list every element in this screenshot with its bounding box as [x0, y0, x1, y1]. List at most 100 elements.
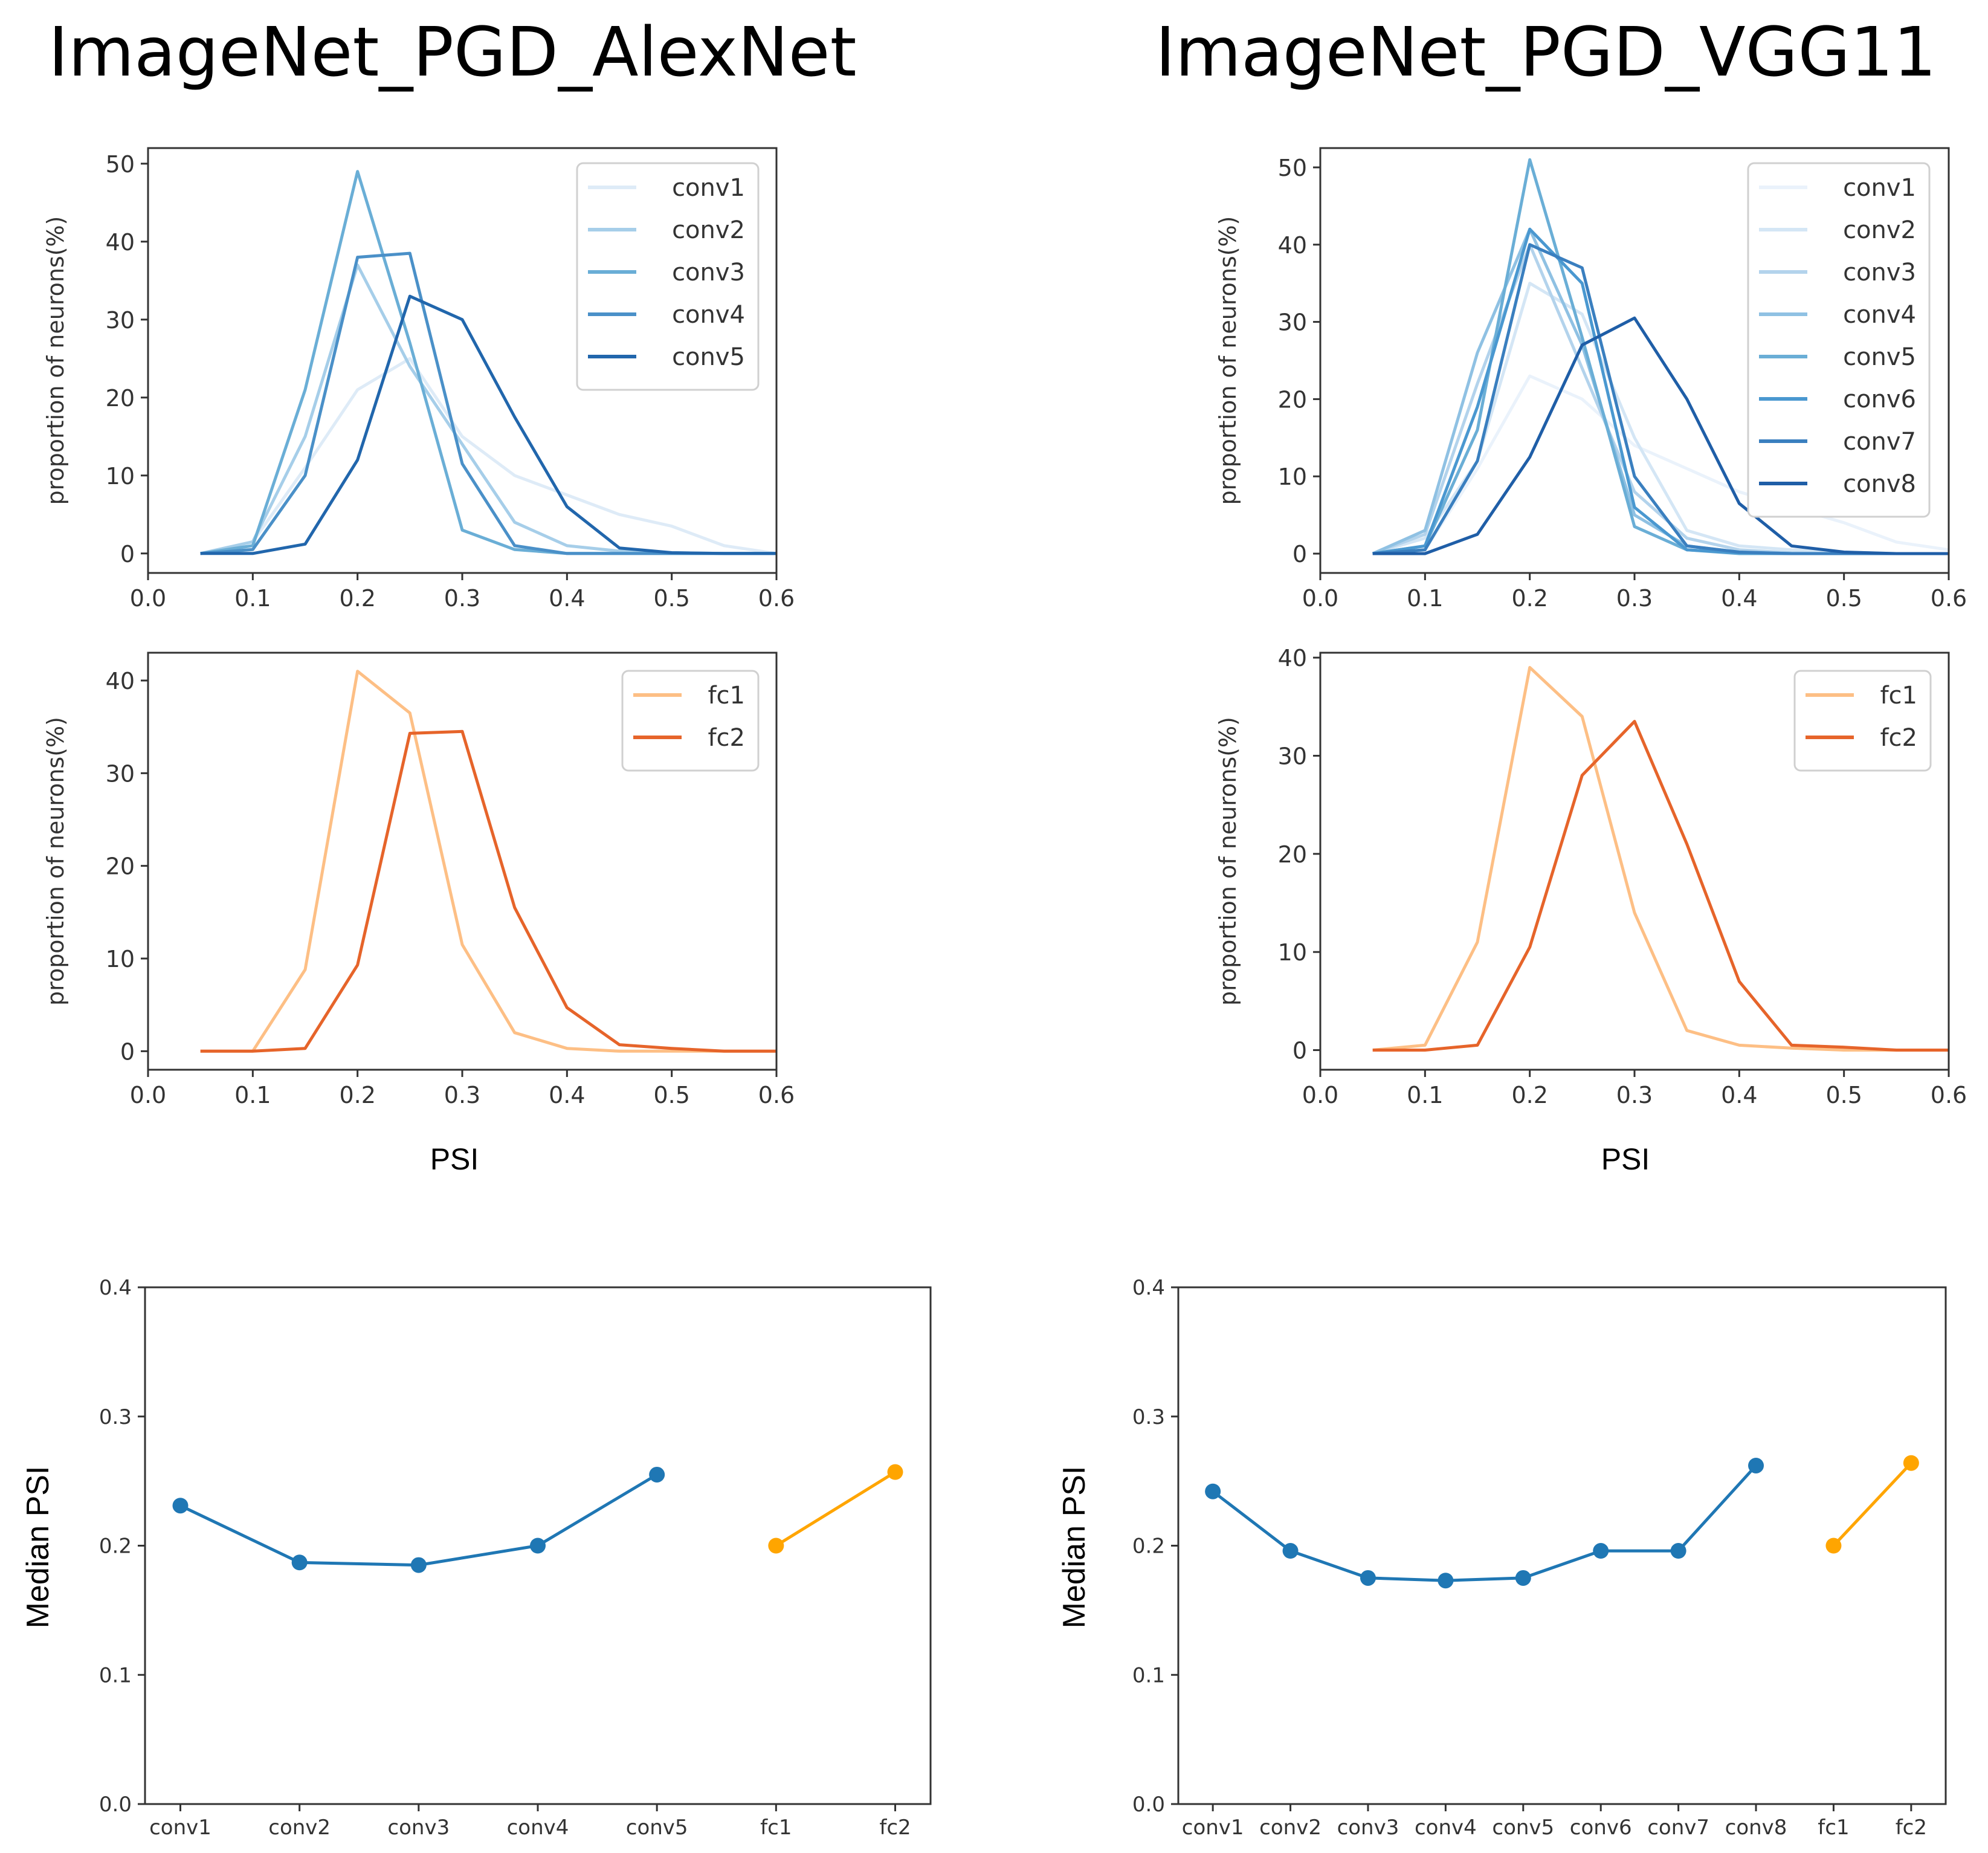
- alex_fc-xtick-label-0.6: 0.6: [758, 1082, 795, 1108]
- vgg_fc-ytick-label-0: 0: [1293, 1038, 1307, 1064]
- alex_median-xtick-label-conv2: conv2: [268, 1816, 331, 1840]
- alex_median-xtick-label-conv3: conv3: [387, 1816, 450, 1840]
- vgg_conv-ytick-label-10: 10: [1278, 464, 1307, 490]
- vgg_conv-ytick-label-20: 20: [1278, 386, 1307, 413]
- alex_conv-ytick-label-20: 20: [106, 385, 135, 412]
- vgg_median-xtick-label-fc1: fc1: [1818, 1816, 1849, 1840]
- alex_median-point-fc2: [887, 1464, 903, 1480]
- vgg_median-point-conv5: [1515, 1570, 1531, 1586]
- alex_conv-legend-label-conv2: conv2: [672, 216, 745, 244]
- vgg_fc-line-fc2: [1372, 720, 1949, 1052]
- alex_conv-legend-label-conv1: conv1: [672, 174, 745, 202]
- vgg_median-point-conv4: [1438, 1573, 1454, 1589]
- vgg_median-point-conv8: [1748, 1457, 1764, 1473]
- vgg_fc-legend-label-fc1: fc1: [1880, 682, 1917, 710]
- alex_conv-legend-label-conv5: conv5: [672, 343, 745, 371]
- alex_median-ytick-label-0.3: 0.3: [99, 1405, 132, 1429]
- vgg_fc-xtick-label-0.6: 0.6: [1931, 1082, 1967, 1108]
- vgg_conv-line-conv8: [1372, 316, 1949, 555]
- vgg_conv-xtick-label-0.1: 0.1: [1407, 585, 1443, 612]
- vgg_median-point-conv6: [1593, 1543, 1609, 1559]
- vgg_median-xtick-label-conv1: conv1: [1182, 1816, 1244, 1840]
- alex_fc-ytick-label-30: 30: [106, 760, 135, 787]
- vgg_median-ytick-label-0.4: 0.4: [1132, 1276, 1165, 1300]
- vgg_conv-xtick-label-0.6: 0.6: [1931, 585, 1967, 612]
- vgg_median-series-1-line: [1832, 1461, 1912, 1547]
- vgg_fc-xtick-label-0.3: 0.3: [1616, 1082, 1653, 1108]
- vgg_conv-legend-label-conv7: conv7: [1843, 428, 1916, 456]
- alex_conv-legend-box: [576, 162, 760, 391]
- alex_conv-xtick-label-0.5: 0.5: [653, 585, 689, 612]
- alex_conv-ytick-label-10: 10: [106, 463, 135, 490]
- vgg_median-xtick-label-conv7: conv7: [1647, 1816, 1709, 1840]
- vgg_median-xtick-label-fc2: fc2: [1896, 1816, 1927, 1840]
- vgg_conv-ytick-label-50: 50: [1278, 155, 1307, 181]
- alex_conv-ytick-label-50: 50: [106, 151, 135, 178]
- vgg_fc-ytick-label-30: 30: [1278, 743, 1307, 769]
- alex_median-point-conv4: [530, 1538, 546, 1554]
- alex_fc-ytick-label-0: 0: [120, 1038, 135, 1065]
- vgg_conv-ytick-label-30: 30: [1278, 309, 1307, 336]
- vgg_fc-xlabel: PSI: [1601, 1142, 1650, 1176]
- alex_fc-xtick-label-0.5: 0.5: [653, 1082, 689, 1108]
- vgg_conv-legend-label-conv6: conv6: [1843, 386, 1916, 413]
- vgg_conv-legend-label-conv8: conv8: [1843, 470, 1916, 498]
- vgg_conv-legend-label-conv1: conv1: [1843, 174, 1916, 202]
- vgg_median-ytick-label-0.3: 0.3: [1132, 1405, 1165, 1429]
- alex_conv-line-conv5: [200, 294, 776, 555]
- vgg_conv-xtick-label-0.2: 0.2: [1511, 585, 1547, 612]
- vgg_fc-line-fc1: [1372, 665, 1949, 1052]
- vgg_fc-xtick-label-0.4: 0.4: [1721, 1082, 1757, 1108]
- vgg_fc-ytick-label-20: 20: [1278, 841, 1307, 868]
- vgg_fc-xtick-label-0.1: 0.1: [1407, 1082, 1443, 1108]
- alex_median-series-1-line: [775, 1470, 896, 1547]
- vgg_median-xtick-label-conv3: conv3: [1337, 1816, 1399, 1840]
- alex_median-ytick-label-0.1: 0.1: [99, 1663, 132, 1687]
- vgg_median-ytick-label-0.2: 0.2: [1132, 1534, 1165, 1559]
- vgg_conv-ylabel: proportion of neurons(%): [1215, 216, 1241, 505]
- vgg_median-point-conv3: [1360, 1570, 1376, 1586]
- vgg_fc-ylabel: proportion of neurons(%): [1215, 717, 1241, 1006]
- alex_median-xtick-label-conv5: conv5: [626, 1816, 688, 1840]
- alex_median-point-conv2: [291, 1554, 308, 1571]
- alex_median-series-0-line: [179, 1473, 658, 1567]
- vgg_median-series-0-line: [1212, 1464, 1757, 1582]
- vgg_fc-ytick-label-40: 40: [1278, 645, 1307, 671]
- vgg_median-xtick-label-conv8: conv8: [1725, 1816, 1787, 1840]
- vgg_median-point-conv2: [1282, 1543, 1299, 1559]
- vgg_conv-legend-label-conv3: conv3: [1843, 259, 1916, 286]
- vgg_median-ylabel: Median PSI: [1057, 1466, 1092, 1629]
- alex_conv-ytick-label-30: 30: [106, 307, 135, 334]
- alex_fc-xtick-label-0.0: 0.0: [130, 1082, 166, 1108]
- alex_conv-ytick-label-40: 40: [106, 229, 135, 256]
- alex_median-ytick-label-0.2: 0.2: [99, 1534, 132, 1559]
- vgg_median-point-fc2: [1903, 1455, 1919, 1471]
- alex_fc-xlabel: PSI: [430, 1142, 479, 1176]
- vgg_median-ytick-label-0.1: 0.1: [1132, 1663, 1165, 1687]
- title-right: ImageNet_PGD_VGG11: [1155, 13, 1937, 92]
- vgg_conv-xtick-label-0.0: 0.0: [1302, 585, 1338, 612]
- vgg_median-xtick-label-conv5: conv5: [1492, 1816, 1554, 1840]
- alex_median-xtick-label-conv4: conv4: [507, 1816, 569, 1840]
- alex_fc-ytick-label-10: 10: [106, 946, 135, 972]
- vgg_median-xtick-label-conv6: conv6: [1570, 1816, 1632, 1840]
- vgg_fc-xtick-label-0.2: 0.2: [1511, 1082, 1547, 1108]
- alex_fc-line-fc2: [200, 729, 776, 1053]
- vgg_median-point-conv1: [1205, 1483, 1221, 1499]
- alex_conv-legend-label-conv3: conv3: [672, 259, 745, 286]
- alex_median-ytick-label-0.0: 0.0: [99, 1793, 132, 1817]
- vgg_conv-xtick-label-0.5: 0.5: [1825, 585, 1862, 612]
- alex_median-point-conv3: [410, 1557, 427, 1573]
- alex_median-xtick-label-fc2: fc2: [879, 1816, 911, 1840]
- charts-group: 0.0 0.1 0.2 0.3 0.4 0.5 0.6 0 10 20 30 40 50 proporti…: [21, 147, 1967, 1840]
- alex_fc-xtick-label-0.4: 0.4: [549, 1082, 585, 1108]
- vgg_conv-legend-label-conv4: conv4: [1843, 301, 1916, 329]
- alex_median-xtick-label-conv1: conv1: [149, 1816, 211, 1840]
- alex_conv-xtick-label-0.6: 0.6: [758, 585, 795, 612]
- vgg_conv-legend-label-conv2: conv2: [1843, 216, 1916, 244]
- alex_median-ylabel: Median PSI: [21, 1466, 56, 1629]
- alex_conv-xtick-label-0.1: 0.1: [234, 585, 271, 612]
- vgg_median-ytick-label-0.0: 0.0: [1132, 1793, 1165, 1817]
- vgg_conv-xtick-label-0.4: 0.4: [1721, 585, 1757, 612]
